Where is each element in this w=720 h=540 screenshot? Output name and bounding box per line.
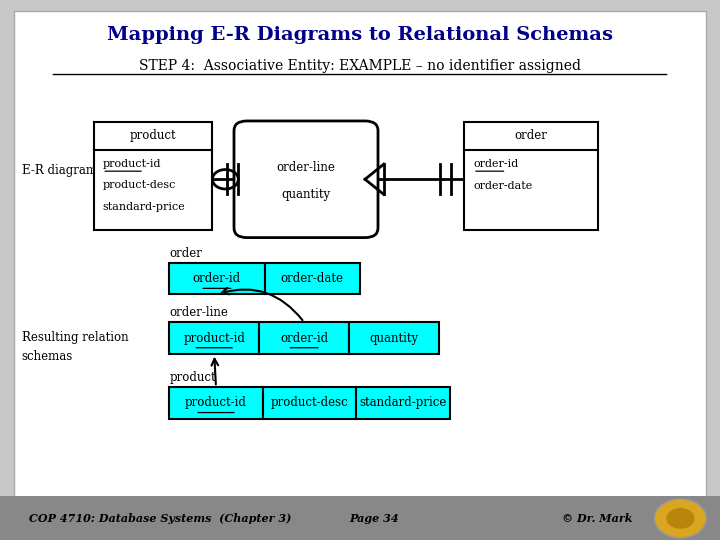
Text: COP 4710: Database Systems  (Chapter 3): COP 4710: Database Systems (Chapter 3) — [29, 513, 291, 524]
FancyBboxPatch shape — [464, 122, 598, 230]
FancyBboxPatch shape — [0, 496, 720, 540]
Text: schemas: schemas — [22, 350, 73, 363]
Text: © Dr. Mark: © Dr. Mark — [562, 513, 632, 524]
Text: Mapping E-R Diagrams to Relational Schemas: Mapping E-R Diagrams to Relational Schem… — [107, 26, 613, 44]
FancyBboxPatch shape — [259, 322, 349, 354]
Text: standard-price: standard-price — [359, 396, 447, 409]
FancyBboxPatch shape — [263, 387, 356, 419]
FancyBboxPatch shape — [349, 322, 439, 354]
Text: E-R diagram: E-R diagram — [22, 164, 96, 177]
FancyBboxPatch shape — [265, 263, 360, 294]
Text: STEP 4:  Associative Entity: EXAMPLE – no identifier assigned: STEP 4: Associative Entity: EXAMPLE – no… — [139, 59, 581, 73]
Circle shape — [666, 508, 695, 529]
FancyBboxPatch shape — [14, 11, 706, 497]
Text: order-date: order-date — [473, 181, 532, 191]
FancyBboxPatch shape — [234, 121, 378, 238]
Circle shape — [654, 499, 706, 538]
FancyBboxPatch shape — [169, 322, 259, 354]
Text: quantity: quantity — [369, 332, 419, 345]
FancyBboxPatch shape — [169, 263, 265, 294]
Text: order: order — [169, 247, 202, 260]
Text: Resulting relation: Resulting relation — [22, 331, 128, 344]
Text: product-id: product-id — [102, 159, 161, 168]
FancyArrowPatch shape — [222, 288, 302, 320]
Text: order-line: order-line — [276, 161, 336, 174]
Text: product: product — [169, 371, 216, 384]
Text: order: order — [515, 129, 547, 142]
Text: order-line: order-line — [169, 306, 228, 319]
Text: order-id: order-id — [473, 159, 518, 168]
Text: product: product — [130, 129, 176, 142]
Text: product-desc: product-desc — [102, 180, 176, 190]
Text: order-date: order-date — [281, 272, 344, 285]
FancyArrowPatch shape — [212, 359, 218, 384]
Text: quantity: quantity — [282, 188, 330, 201]
FancyBboxPatch shape — [356, 387, 450, 419]
Text: standard-price: standard-price — [102, 202, 185, 212]
FancyBboxPatch shape — [94, 122, 212, 230]
Text: Page 34: Page 34 — [350, 513, 399, 524]
Text: product-desc: product-desc — [271, 396, 348, 409]
Text: product-id: product-id — [185, 396, 247, 409]
Text: product-id: product-id — [184, 332, 245, 345]
Text: order-id: order-id — [193, 272, 241, 285]
FancyBboxPatch shape — [169, 387, 263, 419]
Text: order-id: order-id — [280, 332, 328, 345]
